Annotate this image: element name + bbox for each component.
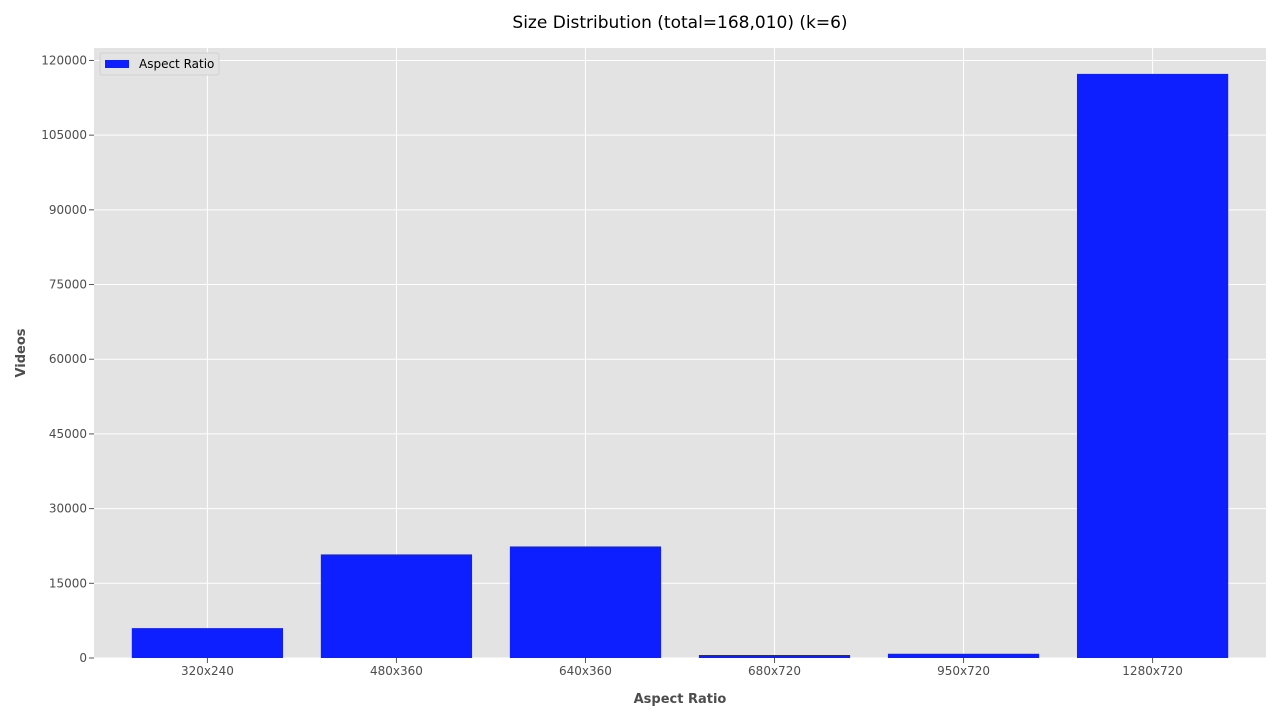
y-tick-label: 120000 xyxy=(41,53,87,67)
bars xyxy=(131,73,1229,659)
y-tick-label: 30000 xyxy=(49,502,87,516)
bar-680x720 xyxy=(698,655,851,658)
x-axis-label: Aspect Ratio xyxy=(634,692,727,707)
y-tick-label: 90000 xyxy=(49,203,87,217)
bar-1280x720 xyxy=(1076,73,1229,659)
x-tick-label: 640x360 xyxy=(559,664,612,678)
y-tick-label: 45000 xyxy=(49,427,87,441)
legend-box xyxy=(99,52,220,76)
bar-640x360 xyxy=(509,546,662,658)
y-tick-label: 105000 xyxy=(41,128,87,142)
y-tick-label: 0 xyxy=(79,651,87,665)
bar-950x720 xyxy=(887,653,1040,658)
x-tick-label: 480x360 xyxy=(370,664,423,678)
plot-area xyxy=(94,48,1266,658)
bar-480x360 xyxy=(320,554,473,658)
y-tick-label: 60000 xyxy=(49,352,87,366)
legend: Aspect Ratio xyxy=(99,52,220,76)
x-tick-label: 1280x720 xyxy=(1122,664,1183,678)
x-tick-label: 950x720 xyxy=(937,664,990,678)
chart-title: Size Distribution (total=168,010) (k=6) xyxy=(512,13,847,33)
x-tick-label: 680x720 xyxy=(748,664,801,678)
y-axis-label: Videos xyxy=(14,328,29,377)
legend-label: Aspect Ratio xyxy=(139,57,214,71)
x-axis-ticks: 320x240 480x360 640x360 680x720 950x720 1280x… xyxy=(181,658,1183,678)
legend-swatch xyxy=(105,60,129,68)
bar-320x240 xyxy=(131,628,284,658)
y-tick-label: 15000 xyxy=(49,576,87,590)
y-axis-ticks: 0 15000 30000 45000 60000 75000 90000 105000 120… xyxy=(41,53,94,665)
x-tick-label: 320x240 xyxy=(181,664,234,678)
y-tick-label: 75000 xyxy=(49,278,87,292)
